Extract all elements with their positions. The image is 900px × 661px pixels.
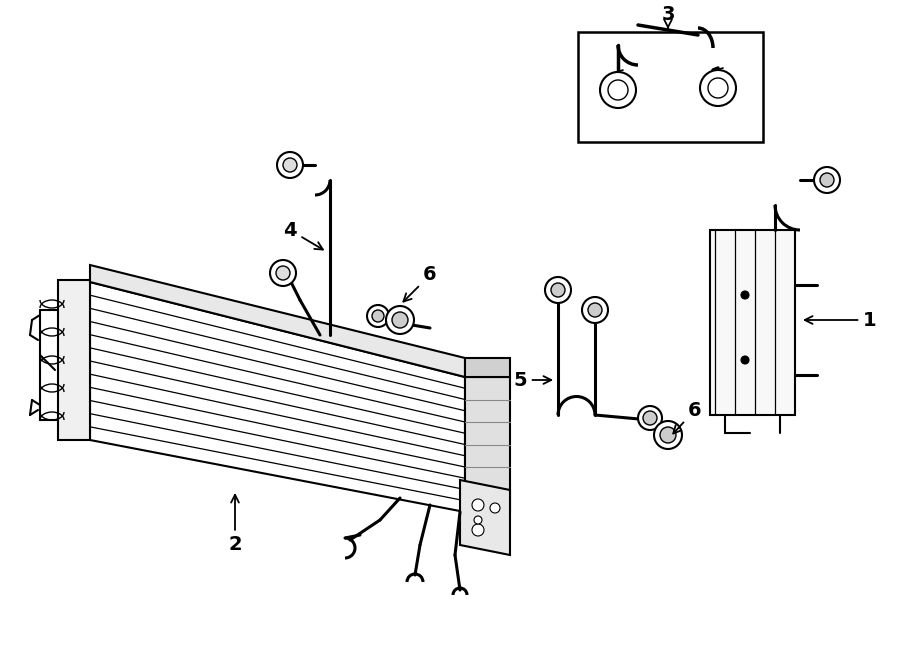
- Polygon shape: [58, 280, 90, 440]
- Circle shape: [386, 306, 414, 334]
- Circle shape: [277, 152, 303, 178]
- Circle shape: [392, 312, 408, 328]
- Circle shape: [545, 277, 571, 303]
- Text: 3: 3: [662, 5, 675, 29]
- Circle shape: [588, 303, 602, 317]
- Text: 4: 4: [284, 221, 323, 250]
- Polygon shape: [465, 377, 510, 512]
- Circle shape: [638, 406, 662, 430]
- Text: 1: 1: [805, 311, 877, 329]
- Circle shape: [741, 356, 749, 364]
- Circle shape: [276, 266, 290, 280]
- Circle shape: [741, 291, 749, 299]
- Circle shape: [643, 411, 657, 425]
- Circle shape: [582, 297, 608, 323]
- Circle shape: [283, 158, 297, 172]
- Circle shape: [608, 80, 628, 100]
- Circle shape: [472, 499, 484, 511]
- Polygon shape: [90, 282, 465, 512]
- Text: 6: 6: [673, 401, 702, 434]
- Circle shape: [654, 421, 682, 449]
- Circle shape: [367, 305, 389, 327]
- Text: 6: 6: [403, 266, 436, 301]
- Circle shape: [700, 70, 736, 106]
- Polygon shape: [90, 265, 465, 377]
- Circle shape: [600, 72, 636, 108]
- Text: 5: 5: [513, 371, 551, 389]
- Bar: [710, 230, 795, 415]
- Circle shape: [490, 503, 500, 513]
- Polygon shape: [465, 358, 510, 377]
- Bar: [578, 32, 763, 142]
- Circle shape: [270, 260, 296, 286]
- Circle shape: [820, 173, 834, 187]
- Circle shape: [474, 516, 482, 524]
- Circle shape: [372, 310, 384, 322]
- Circle shape: [814, 167, 840, 193]
- Polygon shape: [460, 480, 510, 555]
- Circle shape: [472, 524, 484, 536]
- Circle shape: [551, 283, 565, 297]
- Text: 2: 2: [229, 495, 242, 555]
- Circle shape: [660, 427, 676, 443]
- Circle shape: [708, 78, 728, 98]
